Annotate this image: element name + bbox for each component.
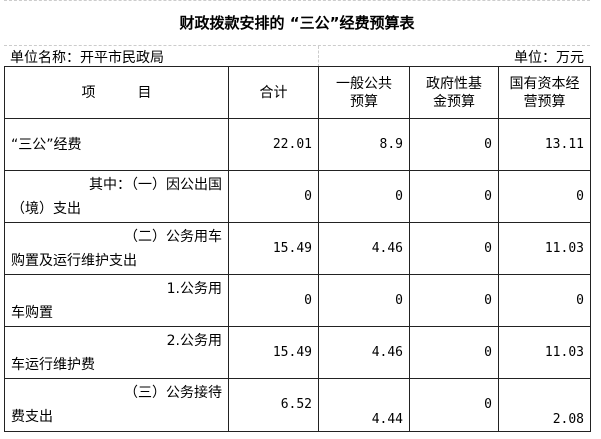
item-label-line2: 费支出: [11, 409, 53, 425]
table-row: 1.公务用车购置 0 0 0 0: [4, 274, 591, 327]
item-label-line1: 其中：（一）因公出国: [89, 176, 222, 193]
header-fund-l2: 金预算: [433, 93, 475, 110]
header-item: 项 目: [4, 66, 229, 119]
item-cell: （三）公务接待费支出: [4, 378, 229, 432]
table-row: （三）公务接待费支出 6.52 4.44 0 2.08: [4, 378, 591, 432]
item-label-line1: 2.公务用: [166, 332, 222, 349]
header-general-l2: 预算: [350, 93, 378, 110]
header-general: 一般公共 预算: [318, 66, 410, 119]
item-cell: 其中：（一）因公出国 （境）支出: [4, 170, 229, 223]
header-row: 项 目 合计 一般公共 预算 政府性基 金预算 国有资本经 营预算: [4, 66, 591, 119]
total-cell: 0: [228, 274, 319, 327]
general-cell: 4.46: [318, 326, 410, 379]
unit-name: 单位名称：开平市民政局: [10, 50, 164, 66]
total-cell: 22.01: [228, 118, 319, 171]
fund-cell: 0: [409, 378, 499, 432]
state-cell: 0: [498, 170, 591, 223]
item-label-line2: （境）支出: [11, 200, 81, 217]
fund-cell: 0: [409, 222, 499, 275]
item-label: “三公”经费: [11, 136, 82, 153]
state-cell: 0: [498, 274, 591, 327]
state-cell: 2.08: [498, 378, 591, 432]
header-state-l2: 营预算: [523, 93, 566, 110]
item-label-line2: 购置及运行维护支出: [11, 252, 137, 269]
fund-cell: 0: [409, 274, 499, 327]
table-row: “三公”经费 22.01 8.9 0 13.11: [4, 118, 591, 171]
general-cell: 4.46: [318, 222, 410, 275]
header-state: 国有资本经 营预算: [498, 66, 591, 119]
total-cell: 15.49: [228, 222, 319, 275]
general-cell: 8.9: [318, 118, 410, 171]
item-cell: （二）公务用车购置及运行维护支出: [4, 222, 229, 275]
total-cell: 6.52: [228, 378, 319, 432]
unit-row: 单位名称：开平市民政局 单位：万元: [4, 45, 590, 67]
general-cell: 4.44: [318, 378, 410, 432]
header-fund-l1: 政府性基: [426, 75, 482, 92]
item-cell: 1.公务用车购置: [4, 274, 229, 327]
item-label-line2: 车运行维护费: [11, 356, 95, 373]
item-label-line2: 车购置: [11, 304, 53, 321]
fund-cell: 0: [409, 170, 499, 223]
unit-label: 单位：万元: [514, 50, 584, 66]
state-cell: 11.03: [498, 222, 591, 275]
item-label-line1: 1.公务用: [166, 280, 222, 297]
table-row: 其中：（一）因公出国 （境）支出 0 0 0 0: [4, 170, 591, 223]
item-cell: “三公”经费: [4, 118, 229, 171]
item-label-line1: （二）公务用车: [124, 228, 222, 245]
table-row: （二）公务用车购置及运行维护支出 15.49 4.46 0 11.03: [4, 222, 591, 275]
general-cell: 0: [318, 170, 410, 223]
item-label-line1: （三）公务接待: [124, 385, 222, 401]
item-cell: 2.公务用车运行维护费: [4, 326, 229, 379]
page-title: 财政拨款安排的 “三公”经费预算表: [4, 0, 590, 46]
table-row: 2.公务用车运行维护费 15.49 4.46 0 11.03: [4, 326, 591, 379]
header-fund: 政府性基 金预算: [409, 66, 499, 119]
cell-divider: [318, 46, 319, 67]
budget-table: 项 目 合计 一般公共 预算 政府性基 金预算 国有资本经 营预算 “三公”经费 22…: [4, 66, 591, 432]
total-cell: 0: [228, 170, 319, 223]
state-cell: 13.11: [498, 118, 591, 171]
state-cell: 11.03: [498, 326, 591, 379]
header-general-l1: 一般公共: [336, 75, 392, 92]
total-cell: 15.49: [228, 326, 319, 379]
general-cell: 0: [318, 274, 410, 327]
fund-cell: 0: [409, 326, 499, 379]
header-total: 合计: [228, 66, 319, 119]
fund-cell: 0: [409, 118, 499, 171]
header-state-l1: 国有资本经: [509, 75, 580, 92]
